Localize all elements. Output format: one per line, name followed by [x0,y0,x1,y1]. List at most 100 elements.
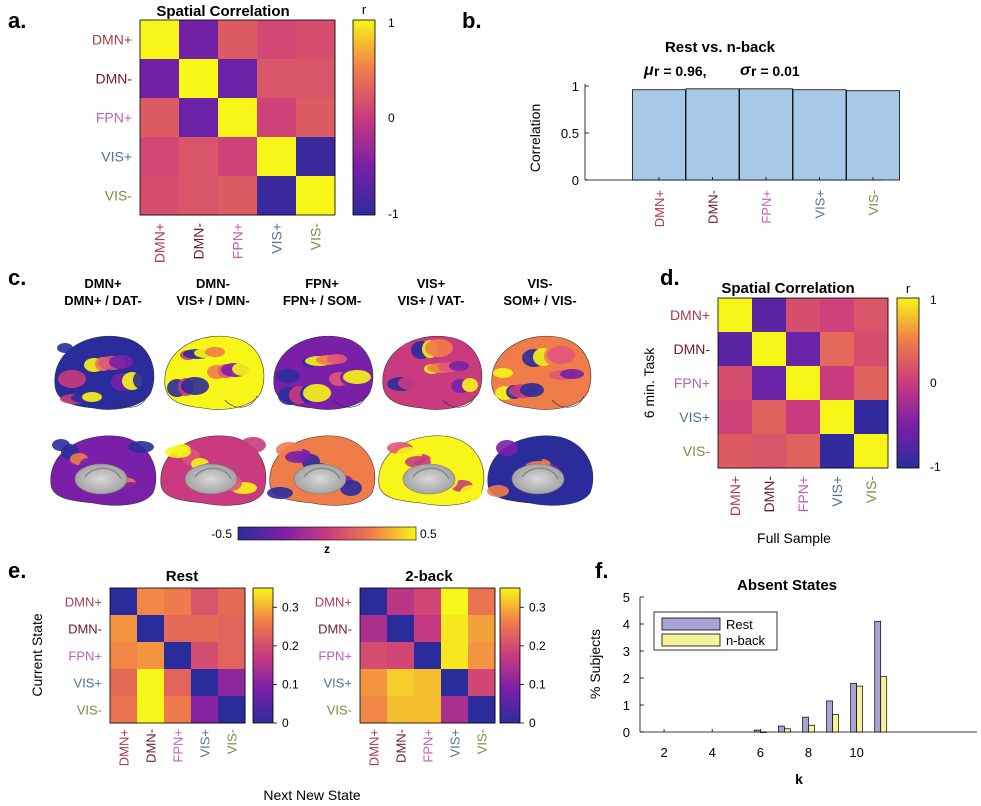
brain-lateral-patch [560,369,584,379]
bar-f-bar-nback [760,731,767,733]
brain-colorbar [237,526,417,541]
heatmap-d-cell [752,332,787,367]
heatmap-d-cell [752,366,787,401]
colorbar-d-tick-min: -1 [930,460,941,474]
heatmap-a-cell [296,59,336,99]
brain-colorbar-min: -0.5 [211,527,232,541]
heatmap-panel-a: Spatial Correlation DMN+ DMN- FPN+ VIS+ VIS-… [92,2,399,263]
heatmap-e1-cell [137,696,165,724]
bar-b-category-label: DMN- [706,190,721,224]
heatmap-d-cell [820,434,855,469]
heatmap-d-cell [786,434,821,469]
heatmap-d-cell [854,332,889,367]
bar-b-category-label: FPN+ [759,190,774,224]
colorbar-a-tick-min: -1 [388,207,399,221]
heatmap-e1-cell [137,615,165,643]
brain-state-name: VIS- [527,276,552,291]
heatmap-a-cell [218,137,258,177]
heatmap-d-col-label: DMN- [761,476,777,513]
brain-lateral-outline [333,395,367,408]
heatmap-a-row-label: VIS+ [101,149,132,165]
heatmap-e1-col-label: DMN- [144,729,159,763]
heatmap-a-cell [179,176,219,216]
colorbar-e2 [499,587,521,724]
brain-lateral-patch [181,377,209,395]
heatmap-e2-cell [387,588,415,616]
brain-state-desc: FPN+ / SOM- [283,293,361,308]
bar-panel-b: Rest vs. n-back μ r = 0.96, σ r = 0.01 0… [527,39,900,227]
heatmap-d-row-label: FPN+ [674,375,710,391]
heatmap-e2-cell [468,669,496,697]
heatmap-a-cell [140,20,180,60]
brain-lateral-patch [205,347,225,357]
heatmap-e2-cell [360,696,388,724]
heatmap-e2-cell [360,588,388,616]
colorbar-e1-tick-label: 0 [282,716,289,730]
brain-lateral-patch [327,354,347,364]
bar-b-ytick-label: 1 [572,79,579,94]
colorbar-e1-tick-label: 0.1 [282,677,299,691]
brain-lateral-surface [54,335,155,410]
bar-f-xtick-label: 6 [757,745,764,760]
heatmap-e1-cell [218,615,246,643]
legend-nback-swatch [661,633,721,647]
heatmap-d-cell [786,332,821,367]
brain-state-desc: SOM+ / VIS- [503,293,576,308]
brain-lateral-outline [224,395,258,408]
colorbar-d-label: r [906,281,911,296]
brain-medial-patch [460,485,482,501]
heatmap-e2-cell [468,642,496,670]
bar-f-bar-nback [784,728,791,733]
heatmap-a-row-label: FPN+ [96,110,132,126]
colorbar-a [352,19,376,216]
heatmap-e2-cell [414,669,442,697]
brain-lateral-outline [114,395,148,408]
colorbar-d-tick-mid: 0 [930,376,937,390]
heatmap-e2-cell [441,696,469,724]
heatmap-a-cell [179,20,219,60]
heatmap-a-cell [140,59,180,99]
heatmap-d-cell [820,366,855,401]
bar-f-xlabel: k [795,771,803,787]
colorbar-e2-tick-label: 0 [529,716,536,730]
heatmap-d-cell [718,400,753,435]
brain-lateral-patch [343,370,371,384]
brain-state-name: DMN- [196,276,230,291]
heatmap-e2-cell [387,696,415,724]
heatmap-d-cell [718,366,753,401]
bar-b-ytick-label: 0 [572,173,579,188]
brain-medial-fold [412,467,450,480]
brain-lateral-view [273,335,374,410]
heatmap-d-cell [752,298,787,333]
brain-lateral-patch [547,346,575,364]
bar-f-bar-nback [808,724,815,733]
bar-f-ytick-label: 2 [623,671,630,686]
heatmap-a-col-label: VIS- [308,223,324,251]
brain-medial-patch [285,451,311,463]
heatmap-e2-cell [468,615,496,643]
colorbar-e2-tick-label: 0.3 [529,600,546,614]
brain-state-name: VIS+ [417,276,446,291]
heatmap-a-cell [179,59,219,99]
heatmap-e2-cell [360,669,388,697]
brain-lateral-patch [398,376,422,390]
heatmap-e1-cell [218,669,246,697]
heatmap-a-cell [218,59,258,99]
heatmap-e2-col-label: VIS+ [448,729,463,758]
brain-lateral-view [491,335,592,410]
brain-lateral-patch [58,370,86,388]
bar-b-ylabel: Correlation [527,104,543,172]
heatmap-d-cell [718,332,753,367]
brain-colorbar-label: z [324,542,330,556]
heatmap-e1-cell [110,615,138,643]
colorbar-e1-tick-label: 0.3 [282,600,299,614]
panel-label-c: c. [8,265,26,290]
legend-rest-label: Rest [726,617,753,632]
bar-f-ytick-label: 4 [623,617,630,632]
brain-medial-fold [303,467,341,480]
panel-label-b: b. [462,8,482,33]
heatmap-d-cell [752,400,787,435]
heatmap-e1-cell [164,588,192,616]
heatmap-d-cell [752,434,787,469]
